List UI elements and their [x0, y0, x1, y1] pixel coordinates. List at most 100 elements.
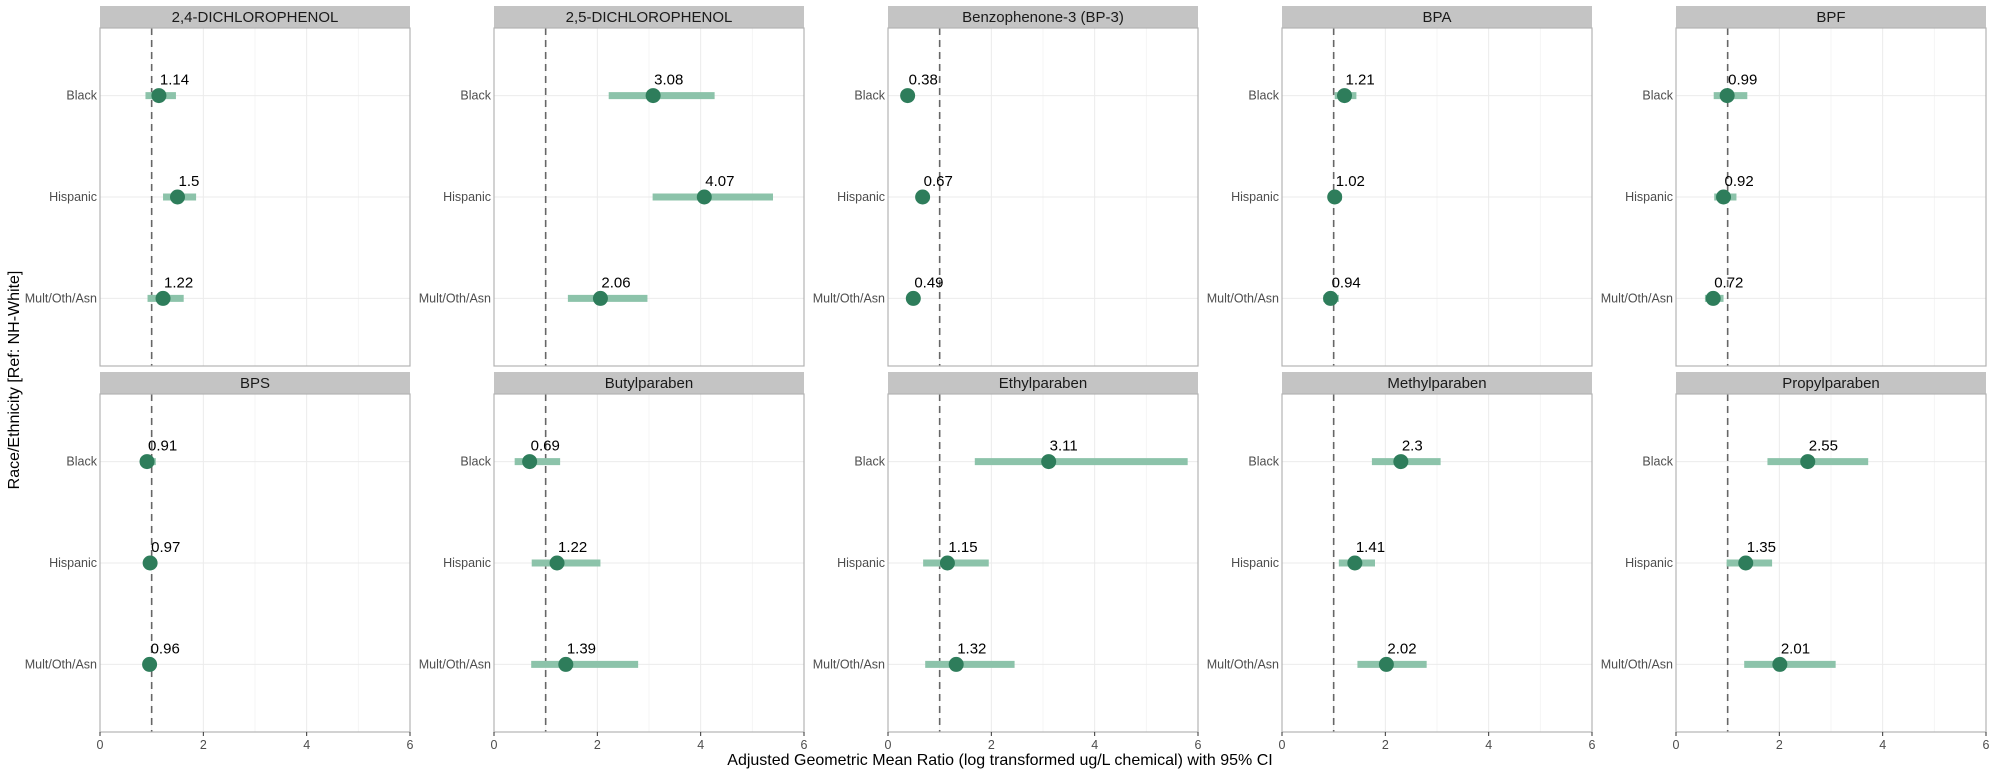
value-label: 2.06: [601, 274, 630, 291]
x-tick-label: 2: [200, 738, 207, 752]
category-label: Black: [854, 455, 885, 469]
facet-title: BPA: [1423, 9, 1452, 26]
category-label: Mult/Oth/Asn: [1207, 657, 1279, 671]
x-tick-label: 4: [303, 738, 310, 752]
x-tick-label: 6: [1983, 738, 1990, 752]
x-tick-label: 2: [1776, 738, 1783, 752]
value-label: 2.3: [1402, 438, 1423, 455]
value-label: 1.15: [948, 539, 977, 556]
category-label: Hispanic: [1625, 556, 1673, 570]
estimate-point: [1041, 454, 1057, 470]
estimate-point: [696, 189, 712, 205]
panel-border: [99, 27, 411, 367]
value-label: 0.67: [924, 173, 953, 190]
value-label: 1.21: [1346, 72, 1375, 89]
facet-strip: [100, 372, 410, 394]
category-label: Hispanic: [1231, 556, 1279, 570]
facet-title: Propylparaben: [1782, 375, 1880, 392]
x-axis-title: Adjusted Geometric Mean Ratio (log trans…: [727, 752, 1272, 769]
x-tick-label: 0: [1279, 738, 1286, 752]
x-tick-label: 6: [1589, 738, 1596, 752]
category-label: Black: [460, 455, 491, 469]
category-label: Mult/Oth/Asn: [25, 657, 97, 671]
panel-border: [493, 393, 805, 733]
facet-strip: [100, 6, 410, 28]
facet-strip: [1676, 372, 1986, 394]
panel-border: [1281, 393, 1593, 733]
category-label: Hispanic: [837, 556, 885, 570]
facet-strip: [1282, 6, 1592, 28]
panel-border: [1281, 27, 1593, 367]
facet-title: 2,4-DICHLOROPHENOL: [172, 9, 339, 26]
category-label: Hispanic: [1231, 190, 1279, 204]
estimate-point: [1393, 454, 1409, 470]
x-tick-label: 4: [697, 738, 704, 752]
category-label: Black: [1248, 455, 1279, 469]
x-tick-label: 2: [988, 738, 995, 752]
y-axis-title: Race/Ethnicity [Ref: NH-White]: [6, 271, 23, 490]
category-label: Mult/Oth/Asn: [1601, 291, 1673, 305]
category-label: Mult/Oth/Asn: [813, 291, 885, 305]
value-label: 3.11: [1050, 438, 1078, 455]
facet-title: BPS: [240, 375, 270, 392]
estimate-point: [1800, 454, 1816, 470]
x-tick-label: 4: [1091, 738, 1098, 752]
x-tick-label: 0: [491, 738, 498, 752]
category-label: Mult/Oth/Asn: [419, 657, 491, 671]
estimate-point: [1719, 88, 1735, 104]
estimate-point: [1378, 656, 1394, 672]
value-label: 1.41: [1356, 539, 1385, 556]
category-label: Hispanic: [443, 190, 491, 204]
x-tick-label: 0: [1673, 738, 1680, 752]
category-label: Mult/Oth/Asn: [25, 291, 97, 305]
category-label: Black: [854, 89, 885, 103]
facet-strip: [888, 372, 1198, 394]
category-label: Black: [1642, 89, 1673, 103]
value-label: 1.35: [1747, 539, 1776, 556]
panel-border: [1675, 393, 1987, 733]
estimate-point: [1738, 555, 1754, 571]
category-label: Hispanic: [1625, 190, 1673, 204]
x-tick-label: 2: [594, 738, 601, 752]
value-label: 1.32: [957, 640, 986, 657]
estimate-point: [900, 88, 916, 104]
value-label: 1.14: [160, 72, 189, 89]
facet-title: Methylparaben: [1387, 375, 1486, 392]
estimate-point: [1327, 189, 1343, 205]
category-label: Black: [460, 89, 491, 103]
facet-title: Benzophenone-3 (BP-3): [962, 9, 1124, 26]
x-tick-label: 0: [97, 738, 104, 752]
facet-title: Ethylparaben: [999, 375, 1087, 392]
category-label: Hispanic: [49, 190, 97, 204]
facet-strip: [888, 6, 1198, 28]
estimate-point: [939, 555, 955, 571]
facet-title: Butylparaben: [605, 375, 693, 392]
value-label: 1.5: [179, 173, 200, 190]
category-label: Mult/Oth/Asn: [1207, 291, 1279, 305]
panel-border: [887, 393, 1199, 733]
x-tick-label: 4: [1485, 738, 1492, 752]
x-tick-label: 4: [1879, 738, 1886, 752]
estimate-point: [1716, 189, 1732, 205]
value-label: 2.01: [1781, 640, 1810, 657]
estimate-point: [522, 454, 538, 470]
estimate-point: [1705, 290, 1721, 306]
estimate-point: [558, 656, 574, 672]
category-label: Mult/Oth/Asn: [1601, 657, 1673, 671]
facet-strip: [494, 6, 804, 28]
x-tick-label: 0: [885, 738, 892, 752]
value-label: 1.02: [1336, 173, 1365, 190]
estimate-point: [151, 88, 167, 104]
facet-strip: [1282, 372, 1592, 394]
estimate-point: [142, 656, 158, 672]
value-label: 0.99: [1728, 72, 1757, 89]
estimate-point: [1772, 656, 1788, 672]
category-label: Hispanic: [443, 556, 491, 570]
panel-border: [99, 393, 411, 733]
value-label: 0.91: [148, 438, 177, 455]
panel-border: [1675, 27, 1987, 367]
value-label: 1.22: [164, 274, 193, 291]
value-label: 0.38: [909, 72, 938, 89]
category-label: Hispanic: [49, 556, 97, 570]
